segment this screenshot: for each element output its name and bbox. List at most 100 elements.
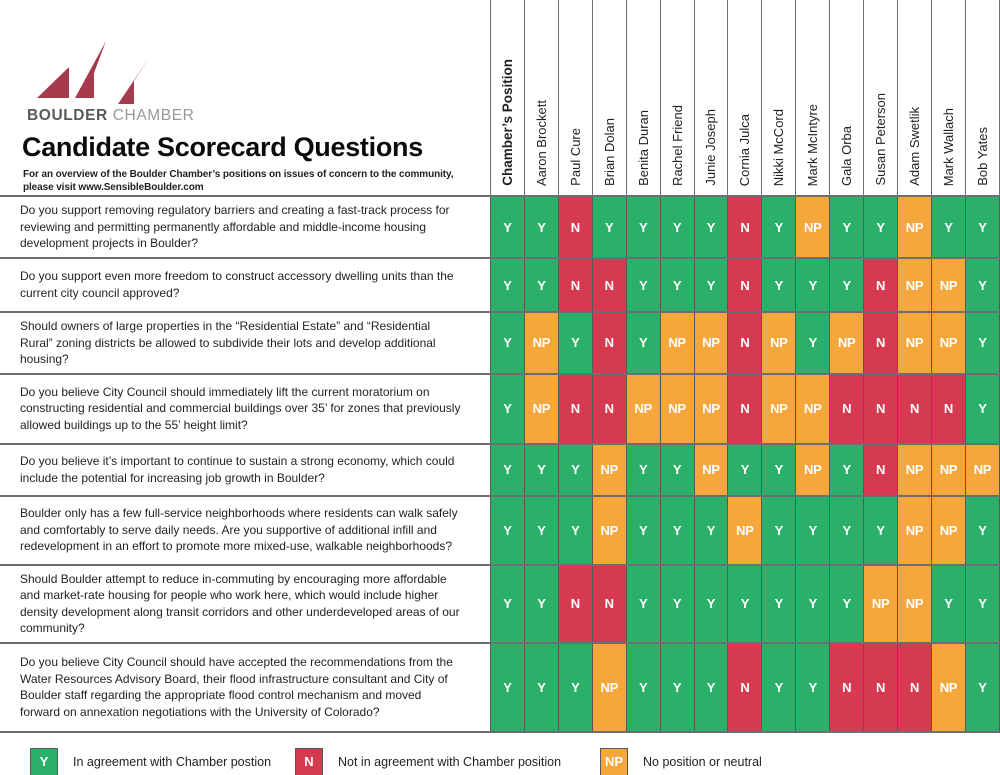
question-cell: Should Boulder attempt to reduce in-comm… bbox=[0, 564, 491, 643]
column-header-bob-yates: Bob Yates bbox=[964, 0, 1000, 196]
answer-cell: Y bbox=[693, 564, 729, 644]
table-row: Do you support removing regulatory barri… bbox=[0, 195, 1000, 259]
question-cell: Do you believe it’s important to continu… bbox=[0, 443, 491, 496]
answer-cell: Y bbox=[523, 257, 559, 313]
answer-cell: Y bbox=[659, 257, 695, 313]
answer-cell: Y bbox=[930, 564, 966, 644]
logo-word-chamber: CHAMBER bbox=[112, 107, 195, 124]
answer-cell: Y bbox=[625, 311, 661, 375]
answer-cell: Y bbox=[964, 564, 1000, 644]
answer-cell: Y bbox=[829, 257, 865, 313]
answer-cell: Y bbox=[795, 311, 831, 375]
answer-cell: Y bbox=[795, 495, 831, 566]
answer-cell: NP bbox=[930, 642, 966, 733]
answer-cell: Y bbox=[490, 495, 525, 566]
column-header-label: Paul Cure bbox=[567, 128, 583, 186]
answer-cell: N bbox=[727, 195, 763, 259]
answer-cell: Y bbox=[490, 311, 525, 375]
answer-cell: Y bbox=[964, 311, 1000, 375]
subtitle-line-2: please visit www.SensibleBoulder.com bbox=[23, 182, 204, 193]
answer-cell: NP bbox=[897, 564, 932, 644]
question-cell: Do you support even more freedom to cons… bbox=[0, 258, 491, 312]
answer-cell: N bbox=[829, 373, 865, 445]
answer-cell: NP bbox=[863, 564, 899, 644]
answer-cell: Y bbox=[795, 642, 831, 733]
answer-cell: NP bbox=[897, 495, 932, 566]
answer-cell: Y bbox=[693, 642, 729, 733]
answer-cell: N bbox=[557, 373, 593, 445]
answer-cell: Y bbox=[829, 564, 865, 644]
answer-cell: NP bbox=[795, 373, 831, 445]
answer-cell: N bbox=[727, 257, 763, 313]
answer-cell: Y bbox=[761, 495, 797, 566]
answer-cell: Y bbox=[659, 564, 695, 644]
answer-cell: Y bbox=[693, 495, 729, 566]
answer-cell: Y bbox=[659, 495, 695, 566]
column-header-mark-wallach: Mark Wallach bbox=[930, 0, 966, 196]
column-header-label: Nikki McCord bbox=[771, 108, 787, 186]
answer-cell: Y bbox=[490, 373, 525, 445]
answer-cell: N bbox=[727, 373, 763, 445]
header-row: BOULDER CHAMBER Candidate Scorecard Ques… bbox=[0, 0, 1000, 196]
answer-cell: NP bbox=[591, 443, 627, 497]
legend-label: Not in agreement with Chamber position bbox=[338, 754, 562, 769]
column-header-aaron-brockett: Aaron Brockett bbox=[523, 0, 559, 196]
answer-cell: N bbox=[727, 642, 763, 733]
answer-cell: NP bbox=[591, 642, 627, 733]
answer-cell: NP bbox=[625, 373, 661, 445]
answer-cell: N bbox=[863, 257, 899, 313]
answer-cell: N bbox=[557, 195, 593, 259]
table-row: Do you believe it’s important to continu… bbox=[0, 443, 1000, 497]
legend-item-np: NP No position or neutral bbox=[600, 747, 762, 775]
answer-cell: Y bbox=[523, 642, 559, 733]
answer-cell: N bbox=[557, 564, 593, 644]
answer-cell: Y bbox=[964, 257, 1000, 313]
question-cell: Boulder only has a few full-service neig… bbox=[0, 495, 491, 565]
answer-cell: Y bbox=[625, 195, 661, 259]
column-header-label: Aaron Brockett bbox=[533, 100, 549, 186]
column-header-gala-orba: Gala Orba bbox=[829, 0, 865, 196]
answer-cell: Y bbox=[625, 564, 661, 644]
answer-cell: NP bbox=[659, 373, 695, 445]
answer-cell: Y bbox=[964, 373, 1000, 445]
header-left-block: BOULDER CHAMBER Candidate Scorecard Ques… bbox=[0, 0, 491, 196]
legend: Y In agreement with Chamber postion N No… bbox=[0, 733, 1000, 775]
answer-cell: N bbox=[829, 642, 865, 733]
column-header-label: Mark Wallach bbox=[940, 107, 956, 186]
answer-cell: NP bbox=[523, 373, 559, 445]
answer-cell: NP bbox=[761, 373, 797, 445]
answer-cell: Y bbox=[863, 495, 899, 566]
answer-cell: Y bbox=[523, 195, 559, 259]
logo-word-boulder: BOULDER bbox=[27, 107, 108, 124]
answer-cell: N bbox=[591, 564, 627, 644]
answer-cell: NP bbox=[897, 443, 932, 497]
answer-cell: Y bbox=[659, 642, 695, 733]
column-header-label: Adam Swetlik bbox=[907, 107, 923, 186]
answer-cell: Y bbox=[625, 443, 661, 497]
answer-cell: Y bbox=[659, 195, 695, 259]
answer-cell: Y bbox=[591, 195, 627, 259]
answer-cell: N bbox=[897, 642, 932, 733]
question-cell: Do you support removing regulatory barri… bbox=[0, 196, 491, 258]
question-cell: Should owners of large properties in the… bbox=[0, 312, 491, 374]
answer-cell: Y bbox=[625, 257, 661, 313]
answer-cell: Y bbox=[490, 642, 525, 733]
column-header-label: Cornia Julca bbox=[737, 113, 753, 186]
answer-cell: Y bbox=[964, 195, 1000, 259]
answer-cell: NP bbox=[523, 311, 559, 375]
answer-cell: Y bbox=[795, 564, 831, 644]
legend-label: In agreement with Chamber postion bbox=[73, 754, 272, 769]
answer-cell: Y bbox=[761, 195, 797, 259]
answer-cell: Y bbox=[863, 195, 899, 259]
column-header-label: Susan Peterson bbox=[873, 93, 889, 186]
column-header-chamber-s-position: Chamber’s Position bbox=[490, 0, 525, 196]
answer-cell: Y bbox=[693, 257, 729, 313]
logo-mountains-icon bbox=[37, 41, 149, 104]
answer-cell: Y bbox=[693, 195, 729, 259]
answer-cell: Y bbox=[964, 642, 1000, 733]
answer-cell: NP bbox=[591, 495, 627, 566]
column-header-susan-peterson: Susan Peterson bbox=[863, 0, 899, 196]
column-header-label: Brian Dolan bbox=[601, 118, 617, 186]
table-row: Should Boulder attempt to reduce in-comm… bbox=[0, 564, 1000, 644]
legend-item-y: Y In agreement with Chamber postion bbox=[30, 747, 272, 775]
